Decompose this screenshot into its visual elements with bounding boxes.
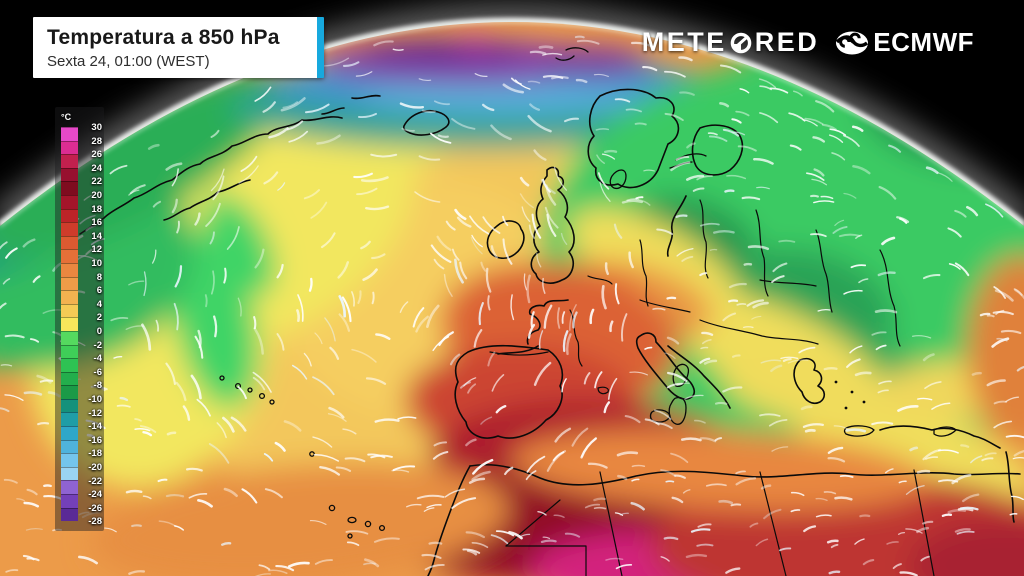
legend-segment (61, 154, 78, 168)
legend-unit-label: °C (61, 112, 72, 122)
wind-streamlines (0, 35, 1024, 576)
legend-segment (61, 249, 78, 263)
coastline-iceland (402, 110, 450, 136)
legend-tick-label: 14 (91, 230, 102, 242)
title-card: Temperatura a 850 hPa Sexta 24, 01:00 (W… (33, 17, 324, 79)
legend-segment (61, 371, 78, 386)
legend-segment (61, 222, 78, 236)
ecmwf-text: ECMWF (873, 27, 974, 57)
legend-tick-label: 10 (91, 258, 102, 269)
legend-segment (61, 507, 78, 522)
legend-segment (61, 181, 78, 195)
legend-segment (61, 494, 78, 508)
legend-segment (61, 194, 78, 209)
legend-segment (61, 358, 78, 372)
legend-tick-label: 26 (91, 149, 102, 161)
legend-tick-label: -18 (88, 448, 102, 460)
legend-tick-label: -28 (88, 516, 102, 528)
legend-tick-label: 0 (96, 326, 102, 337)
legend-tick-label: -10 (88, 394, 102, 405)
legend-color-bar (61, 127, 78, 522)
legend-segment (61, 398, 78, 413)
legend-tick-label: -4 (93, 353, 102, 365)
legend-tick-label: -8 (93, 380, 102, 392)
legend-segment (61, 330, 78, 345)
legend-segment (61, 303, 78, 318)
legend-segment (61, 385, 78, 399)
legend-tick-label: 30 (91, 122, 102, 133)
legend-segment (61, 167, 78, 182)
map-valid-time: Sexta 24, 01:00 (WEST) (47, 53, 210, 71)
coastline-great-britain (530, 166, 575, 284)
legend-segment (61, 412, 78, 427)
coastline-iberia (454, 344, 564, 439)
legend-segment (61, 140, 78, 155)
legend-tick-label: -2 (93, 339, 102, 351)
legend-segment (61, 290, 78, 304)
coastline-north-africa (469, 463, 1021, 486)
legend-segment (61, 235, 78, 250)
legend-tick-label: 16 (91, 217, 102, 229)
legend-tick-label: -6 (93, 366, 102, 378)
legend-segment (61, 480, 78, 495)
globe-limb (0, 20, 1024, 227)
legend-tick-label: 18 (91, 203, 102, 215)
legend-tick-label: 20 (91, 190, 102, 201)
coastline-greece (793, 357, 826, 405)
legend-segment (61, 276, 78, 291)
coastline-italy (635, 332, 696, 400)
coastline-scandinavia (587, 88, 680, 189)
temperature-legend: °C 30 28 26 24 22 20 18 16 14 12 10 8 6 4 2 0 -2 -4 -6 -8 -1… (55, 107, 104, 531)
legend-segment (61, 426, 78, 440)
legend-segment (61, 317, 78, 331)
map-title: Temperatura a 850 hPa (47, 26, 280, 49)
legend-tick-label: 28 (91, 135, 102, 147)
meteored-compass-o-icon (730, 32, 752, 53)
meteored-text-pre: METE (641, 27, 727, 57)
legend-tick-label: 4 (96, 298, 102, 310)
coastline-ireland (486, 220, 525, 259)
legend-tick-label: 24 (91, 162, 102, 174)
legend-segment (61, 262, 78, 277)
legend-segment (61, 453, 78, 467)
meteored-text-post: RED (754, 27, 820, 57)
legend-tick-label: -22 (88, 475, 102, 487)
legend-tick-label: -16 (88, 434, 102, 446)
legend-tick-label: -20 (88, 462, 102, 473)
legend-tick-label: -12 (88, 407, 102, 419)
legend-tick-label: -24 (88, 489, 102, 501)
ecmwf-logo: ECMWF (835, 27, 974, 58)
legend-tick-label: 22 (91, 176, 102, 188)
legend-segment (61, 208, 78, 223)
legend-tick-label: -14 (88, 421, 102, 433)
legend-tick-label: 12 (91, 244, 102, 256)
brand-logos: METE RED ECMWF (642, 27, 974, 58)
legend-segment (61, 466, 78, 481)
legend-tick-label: 8 (96, 271, 102, 283)
meteored-logo: METE RED (642, 27, 820, 58)
legend-tick-label: -26 (88, 502, 102, 514)
iberia-africa-heat (375, 262, 1024, 576)
ecmwf-icon (836, 31, 869, 54)
legend-tick-label: 2 (96, 312, 102, 324)
legend-segment (61, 344, 78, 359)
legend-segment (61, 439, 78, 454)
legend-segment (61, 127, 78, 141)
legend-tick-label: 6 (96, 285, 102, 297)
coastlines (79, 47, 1021, 576)
